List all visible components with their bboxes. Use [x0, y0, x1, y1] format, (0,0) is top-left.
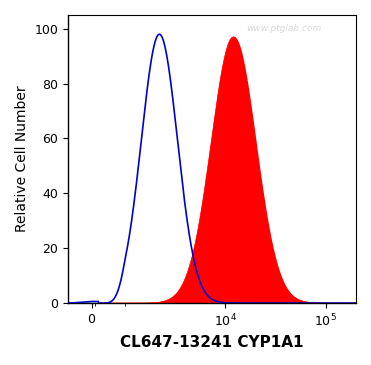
Y-axis label: Relative Cell Number: Relative Cell Number: [15, 86, 29, 233]
Text: www.ptglab.com: www.ptglab.com: [247, 24, 322, 32]
X-axis label: CL647-13241 CYP1A1: CL647-13241 CYP1A1: [120, 335, 304, 350]
